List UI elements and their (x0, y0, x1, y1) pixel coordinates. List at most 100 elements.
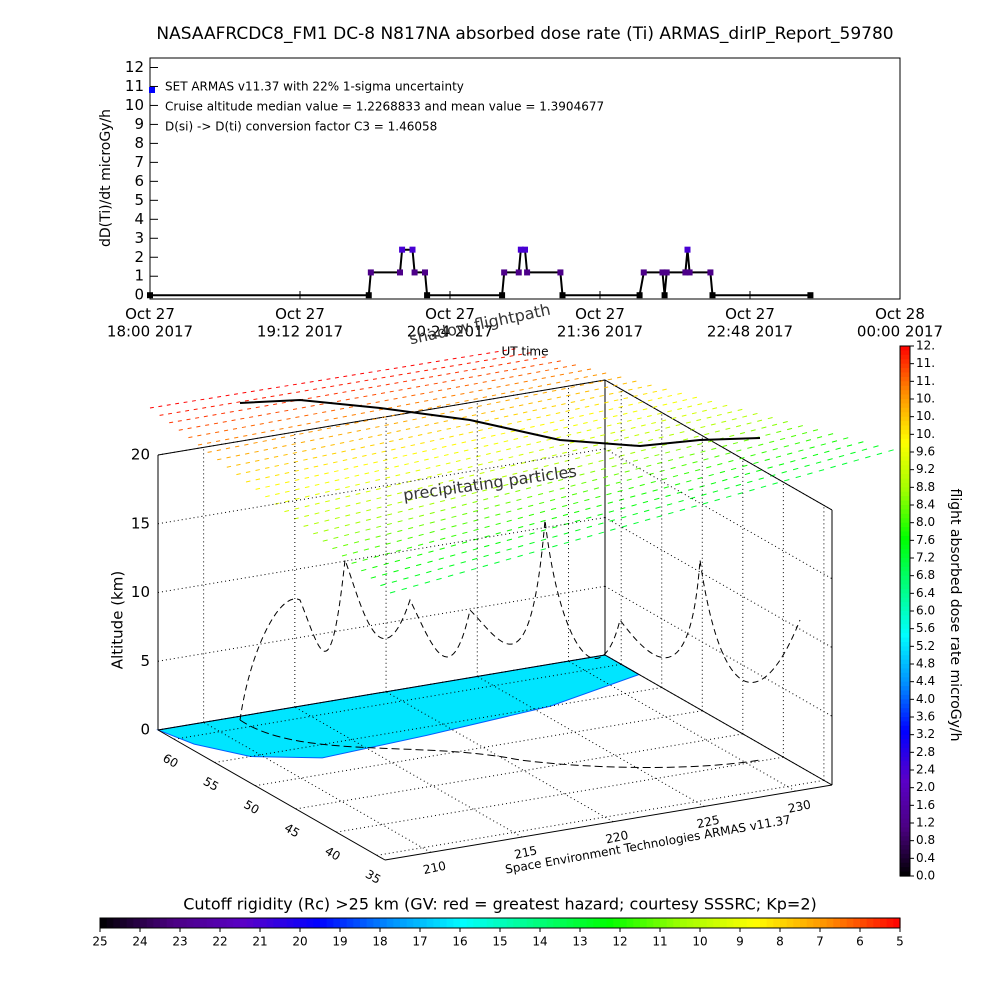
mesh-dash (722, 404, 728, 407)
mesh-dash (655, 506, 661, 509)
mesh-dash (553, 428, 558, 431)
mesh-dash (341, 554, 348, 557)
mesh-dash (352, 551, 359, 554)
mesh-dash (512, 368, 517, 371)
mesh-dash (621, 516, 627, 519)
z-tick-label: 10 (131, 583, 150, 601)
box-edge (604, 654, 833, 786)
mesh-dash (464, 384, 469, 387)
mesh-dash (595, 495, 601, 499)
mesh-dash (393, 397, 398, 400)
mesh-dash (590, 470, 596, 473)
mesh-dash (582, 446, 588, 449)
mesh-dash (798, 449, 804, 452)
mesh-dash (284, 490, 290, 493)
mesh-dash (801, 432, 808, 435)
mesh-dash (565, 379, 570, 382)
mesh-dash (424, 581, 431, 584)
mesh-dash (492, 358, 497, 360)
colorbar-cell (740, 918, 748, 928)
mesh-dash (324, 481, 330, 484)
colorbar-cell (900, 482, 910, 488)
mesh-dash (682, 399, 688, 402)
mesh-dash (401, 587, 407, 591)
mesh-dash (523, 395, 529, 398)
mesh-dash (386, 494, 392, 497)
data-point (365, 292, 372, 299)
colorbar-label: flight absorbed dose rate microGy/h (947, 489, 963, 742)
mesh-dash (526, 352, 531, 354)
mesh-dash (463, 449, 469, 452)
mesh-dash (520, 461, 526, 464)
mesh-dash (556, 381, 561, 384)
mesh-dash (521, 366, 526, 369)
mesh-dash (352, 457, 357, 459)
mesh-dash (197, 434, 202, 437)
colorbar-cell (206, 918, 214, 928)
mesh-dash (385, 368, 390, 371)
colorbar-tick-label: 4.8 (916, 657, 935, 671)
mesh-dash (288, 426, 293, 428)
mesh-dash (561, 387, 566, 390)
mesh-dash (334, 376, 339, 379)
mesh-dash (702, 409, 707, 412)
mesh-dash (737, 492, 744, 495)
mesh-dash (200, 398, 205, 401)
mesh-dash (341, 450, 346, 453)
mesh-dash (384, 424, 389, 427)
mesh-dash (375, 535, 381, 538)
mesh-dash (556, 396, 562, 399)
mesh-dash (451, 506, 457, 509)
mesh-dash (540, 548, 547, 551)
mesh-dash (378, 408, 384, 411)
mesh-dash (254, 459, 260, 462)
mesh-dash (737, 408, 743, 412)
mesh-dash (622, 412, 628, 415)
mesh-dash (332, 546, 338, 550)
mesh-dash (626, 478, 632, 481)
mesh-dash (598, 531, 604, 535)
mesh-dash (482, 564, 489, 568)
colorbar-cell (760, 918, 768, 928)
mesh-dash (226, 456, 231, 459)
colorbar-cell (793, 918, 801, 928)
mesh-dash (383, 562, 389, 566)
mesh-dash (427, 407, 432, 410)
mesh-dash (487, 427, 493, 430)
mesh-dash (389, 440, 394, 443)
mesh-dash (284, 510, 290, 513)
mesh-dash (375, 401, 380, 403)
mesh-dash (440, 537, 446, 540)
mesh-dash (461, 494, 467, 497)
mesh-dash (365, 481, 371, 484)
mesh-dash (608, 510, 615, 513)
mesh-dash (559, 373, 564, 376)
colorbar-cell (820, 918, 828, 928)
mesh-dash (691, 505, 697, 508)
mesh-dash (372, 378, 377, 380)
mesh-dash (461, 441, 467, 444)
colorbar-tick-label: 8.0 (916, 515, 935, 529)
colorbar-cell (246, 918, 254, 928)
mesh-dash (506, 362, 512, 365)
mesh-dash (609, 519, 615, 522)
mesh-dash (330, 444, 335, 446)
mesh-dash (396, 539, 402, 542)
mesh-dash (193, 408, 198, 411)
z-tick-label: 20 (131, 446, 150, 464)
mesh-dash (761, 426, 767, 429)
colorbar-cell (626, 918, 634, 928)
colorbar-cell (873, 918, 881, 928)
mesh-dash (313, 532, 319, 535)
mesh-dash (261, 396, 266, 399)
mesh-dash (333, 536, 339, 539)
colorbar-cell (280, 918, 288, 928)
mesh-dash (590, 436, 595, 439)
colorbar-cell (900, 765, 910, 771)
mesh-dash (569, 441, 575, 444)
mesh-dash (661, 419, 667, 422)
mesh-dash (321, 386, 326, 389)
mesh-dash (689, 496, 696, 500)
mesh-dash (618, 406, 624, 408)
mesh-dash (438, 482, 444, 485)
